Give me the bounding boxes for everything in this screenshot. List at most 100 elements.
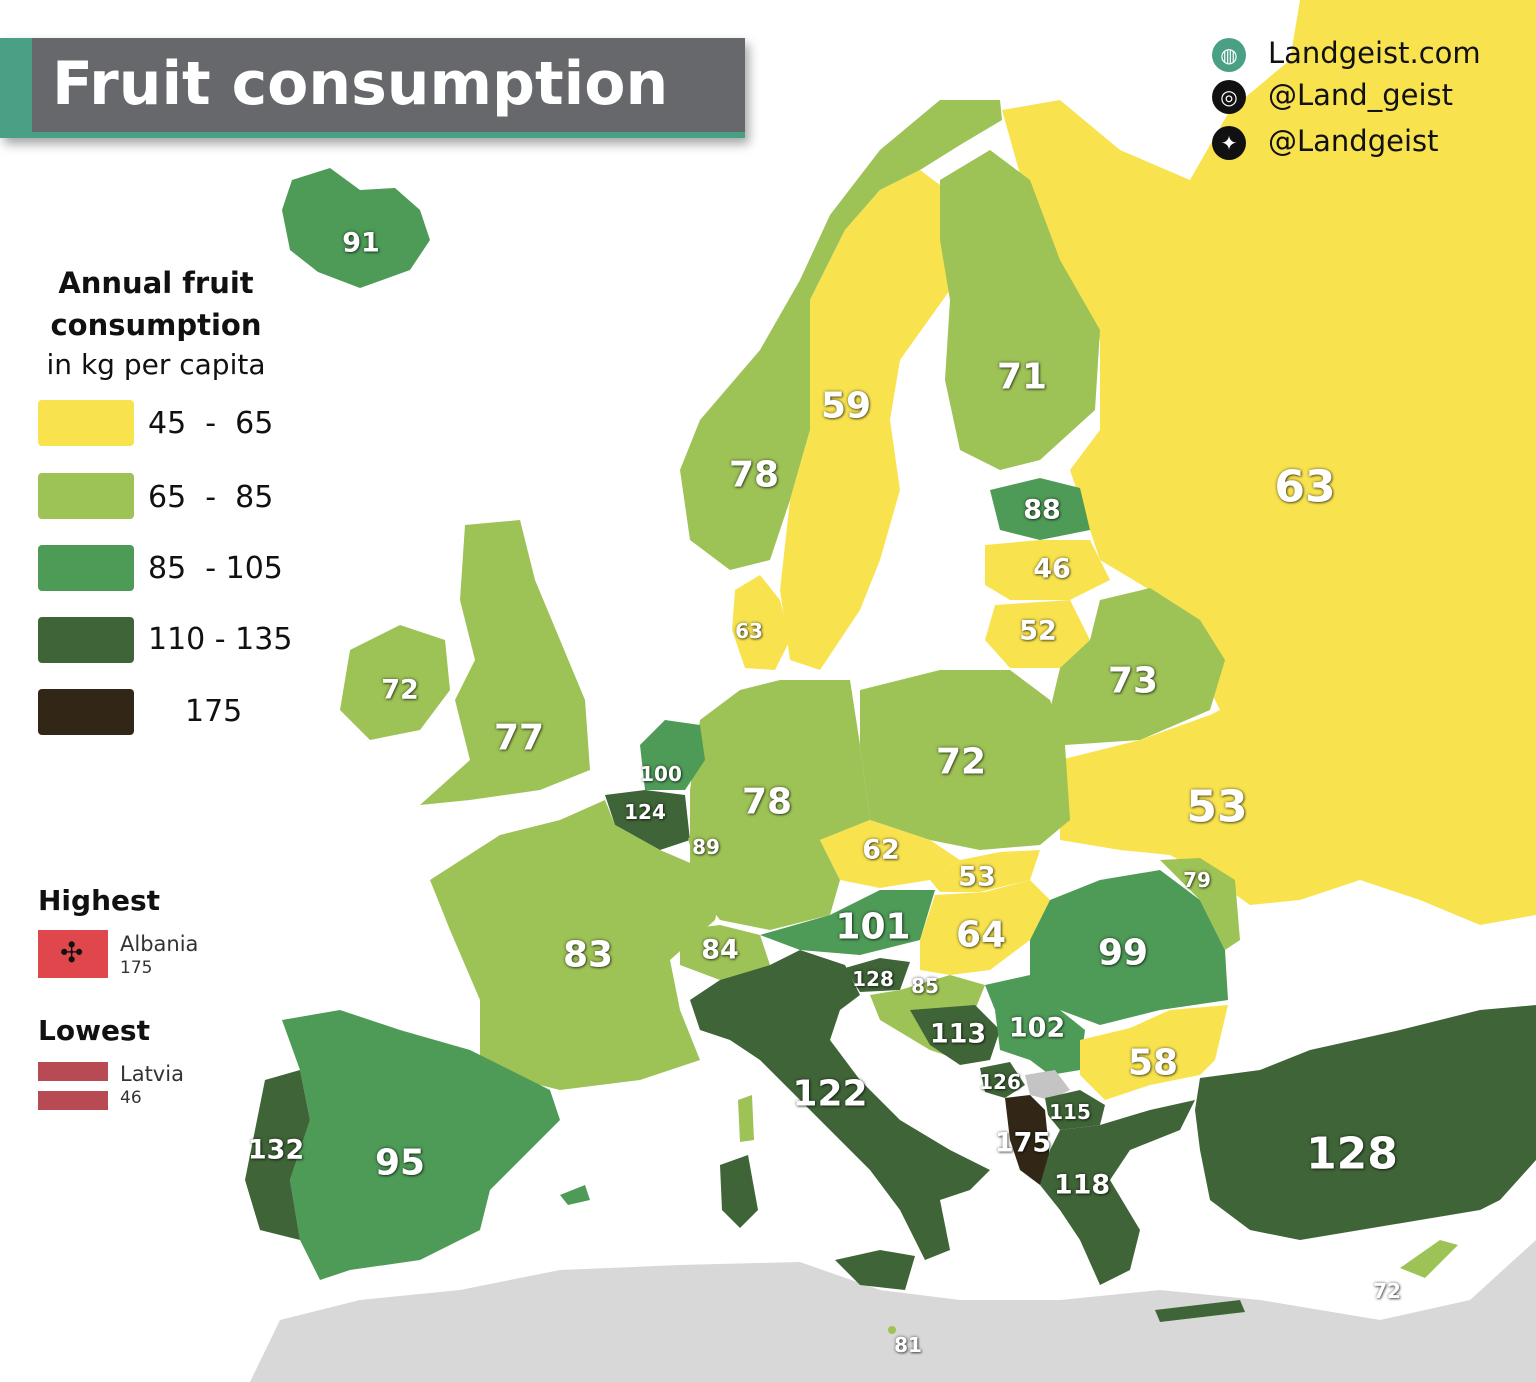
label-north-macedonia: 115 xyxy=(1049,1100,1091,1124)
latvia-flag xyxy=(38,1062,108,1110)
region-romania xyxy=(1030,870,1228,1025)
region-kosovo xyxy=(1025,1070,1070,1100)
region-czechia xyxy=(820,820,960,888)
region-bosnia xyxy=(910,1005,1000,1065)
label-poland: 72 xyxy=(935,741,987,783)
label-uk: 77 xyxy=(493,717,545,759)
highest-value: 175 xyxy=(120,958,153,978)
region-poland xyxy=(860,670,1070,850)
region-slovakia xyxy=(930,850,1040,892)
label-switzerland: 84 xyxy=(701,934,739,966)
region-portugal xyxy=(245,1070,310,1240)
label-montenegro: 126 xyxy=(979,1070,1021,1094)
label-ireland: 72 xyxy=(381,674,419,706)
label-sweden: 59 xyxy=(820,385,872,427)
instagram-handle[interactable]: @Land_geist xyxy=(1268,78,1454,112)
twitter-icon: ✦ xyxy=(1212,126,1246,160)
label-turkey: 128 xyxy=(1306,1128,1398,1180)
region-switzerland xyxy=(680,925,770,980)
label-iceland: 91 xyxy=(342,227,380,259)
legend-range-4: 110 - 135 xyxy=(148,622,293,657)
instagram-icon: ◎ xyxy=(1212,80,1246,114)
label-austria: 101 xyxy=(835,906,911,948)
region-greece xyxy=(1040,1100,1195,1285)
lowest-country: Latvia xyxy=(120,1062,184,1086)
label-albania: 175 xyxy=(994,1127,1052,1159)
label-hungary: 64 xyxy=(955,914,1007,956)
label-slovenia: 128 xyxy=(852,967,894,991)
social-instagram[interactable]: ◎ @Land_geist xyxy=(1212,78,1512,118)
region-corsica xyxy=(738,1095,754,1142)
region-cyprus xyxy=(1400,1240,1458,1278)
region-balearic xyxy=(560,1185,590,1205)
region-belgium xyxy=(605,790,690,850)
social-twitter[interactable]: ✦ @Landgeist xyxy=(1212,124,1512,164)
region-italy xyxy=(690,950,990,1260)
legend-swatch-5 xyxy=(38,689,134,735)
label-portugal: 132 xyxy=(247,1134,305,1166)
highest-country: Albania xyxy=(120,932,199,956)
social-website[interactable]: ◍ Landgeist.com xyxy=(1212,36,1512,76)
region-netherlands xyxy=(640,720,705,790)
lowest-value: 46 xyxy=(120,1088,142,1108)
region-bulgaria xyxy=(1080,1005,1228,1100)
label-serbia: 102 xyxy=(1008,1012,1066,1044)
label-belarus: 73 xyxy=(1107,660,1159,702)
label-lithuania: 52 xyxy=(1019,615,1057,647)
legend-swatch-2 xyxy=(38,473,134,519)
region-north-africa xyxy=(250,1240,1536,1382)
label-malta: 81 xyxy=(894,1333,922,1357)
region-sicily xyxy=(835,1250,915,1290)
region-finland xyxy=(940,150,1100,470)
region-denmark xyxy=(732,575,790,670)
region-sweden xyxy=(780,170,960,670)
legend-title: Annual fruit consumption xyxy=(50,266,262,342)
label-ukraine: 53 xyxy=(1186,781,1248,833)
label-greece: 118 xyxy=(1053,1169,1111,1201)
legend-swatch-4 xyxy=(38,617,134,663)
label-denmark: 63 xyxy=(735,619,763,643)
region-austria xyxy=(760,890,935,955)
label-romania: 99 xyxy=(1097,932,1149,974)
website-link[interactable]: Landgeist.com xyxy=(1268,36,1481,70)
region-lithuania xyxy=(985,600,1090,668)
legend-subtitle: in kg per capita xyxy=(46,348,266,381)
region-turkey xyxy=(1195,1005,1536,1240)
label-belgium: 124 xyxy=(624,800,666,824)
legend-range-5: 175 xyxy=(185,694,243,729)
label-croatia: 85 xyxy=(911,974,939,998)
twitter-handle[interactable]: @Landgeist xyxy=(1268,124,1439,158)
globe-icon: ◍ xyxy=(1212,38,1246,72)
label-finland: 71 xyxy=(996,356,1048,398)
page-title: Fruit consumption xyxy=(52,49,669,119)
region-spain xyxy=(282,1010,560,1280)
label-estonia: 88 xyxy=(1023,494,1061,526)
region-crete xyxy=(1155,1300,1245,1322)
label-italy: 122 xyxy=(792,1073,868,1115)
label-russia: 63 xyxy=(1274,461,1336,513)
region-germany xyxy=(690,680,870,930)
label-spain: 95 xyxy=(374,1142,426,1184)
region-latvia xyxy=(985,540,1110,600)
region-malta xyxy=(888,1326,896,1334)
region-hungary xyxy=(920,880,1050,975)
region-serbia xyxy=(985,975,1085,1075)
legend-range-1: 45 - 65 xyxy=(148,406,274,441)
region-slovenia xyxy=(845,958,910,992)
region-estonia xyxy=(990,478,1090,540)
label-germany: 78 xyxy=(741,781,793,823)
label-bulgaria: 58 xyxy=(1127,1042,1179,1084)
lowest-heading: Lowest xyxy=(38,1014,150,1047)
label-france: 83 xyxy=(562,934,614,976)
label-moldova: 79 xyxy=(1183,868,1211,892)
legend-range-2: 65 - 85 xyxy=(148,480,274,515)
region-albania xyxy=(1005,1095,1050,1185)
region-ukraine xyxy=(1060,690,1440,905)
label-czechia: 62 xyxy=(862,834,900,866)
label-luxembourg: 89 xyxy=(692,835,720,859)
legend-range-3: 85 - 105 xyxy=(148,551,283,586)
region-belarus xyxy=(1050,588,1225,745)
region-sardinia xyxy=(720,1155,758,1228)
legend-swatch-1 xyxy=(38,400,134,446)
